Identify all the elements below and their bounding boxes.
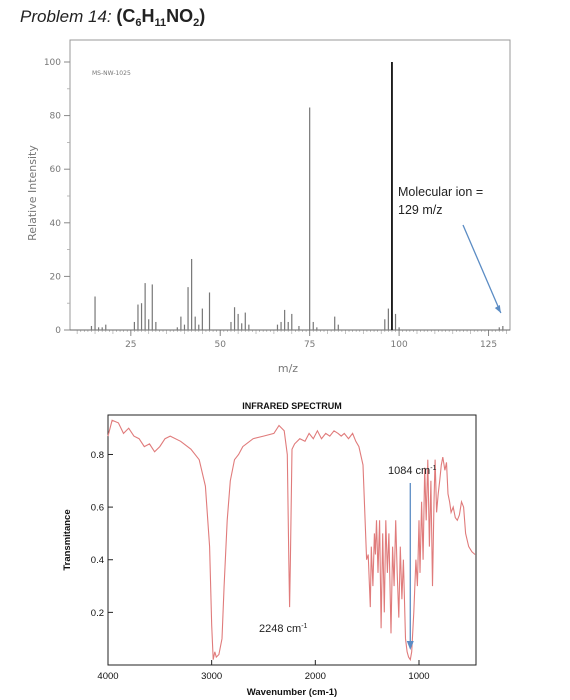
- ir-y-tick-label: 0.6: [91, 503, 104, 514]
- ir-y-tick-label: 0.2: [91, 608, 104, 619]
- problem-title: Problem 14: (C6H11NO2): [20, 6, 205, 29]
- ir-annotation-1084: 1084 cm-1: [388, 465, 437, 477]
- ir-x-tick-label: 1000: [408, 671, 429, 682]
- ms-y-tick-label: 60: [50, 165, 62, 175]
- ir-title: INFRARED SPECTRUM: [242, 401, 342, 411]
- ms-x-tick-label: 100: [391, 340, 408, 350]
- ir-spectrum-line: [107, 419, 476, 662]
- ir-y-tick-label: 0.4: [91, 555, 104, 566]
- problem-label: Problem 14:: [20, 7, 112, 26]
- ms-x-tick-label: 25: [125, 340, 136, 350]
- ir-x-axis-label: Wavenumber (cm-1): [247, 687, 337, 698]
- ir-plot-frame: [107, 414, 477, 666]
- ms-x-tick-label: 125: [480, 340, 497, 350]
- ir-x-tick-label: 3000: [201, 671, 222, 682]
- molecular-ion-annotation-line2: 129 m/z: [398, 203, 442, 217]
- ms-y-tick-label: 0: [55, 326, 61, 336]
- ms-y-tick-label: 40: [50, 219, 62, 229]
- ms-code-label: MS-NW-1025: [92, 70, 131, 77]
- ms-y-tick-label: 20: [50, 272, 62, 282]
- molecular-ion-annotation-line1: Molecular ion =: [398, 185, 483, 199]
- ir-annotation-2248: 2248 cm-1: [259, 623, 308, 635]
- ir-annotation-1084-arrowhead: [406, 641, 414, 650]
- ms-y-tick-label: 80: [50, 112, 62, 122]
- ir-x-tick-label: 4000: [97, 671, 118, 682]
- ms-y-tick-label: 100: [44, 58, 61, 68]
- ir-y-tick-label: 0.8: [91, 450, 104, 461]
- mass-spectrum-chart: MS-NW-1025 m/z Relative Intensity Molecu…: [26, 39, 511, 375]
- ir-x-tick-label: 2000: [305, 671, 326, 682]
- molecular-formula: (C6H11NO2): [116, 6, 206, 29]
- ms-x-tick-label: 75: [304, 340, 315, 350]
- molecular-ion-arrow: [462, 224, 502, 314]
- ms-x-tick-label: 50: [215, 340, 227, 350]
- molecular-ion-arrowhead: [494, 305, 501, 313]
- ms-x-axis-label: m/z: [278, 362, 298, 375]
- ir-y-axis-label: Transmitance: [62, 509, 73, 570]
- ms-y-axis-label: Relative Intensity: [26, 145, 39, 241]
